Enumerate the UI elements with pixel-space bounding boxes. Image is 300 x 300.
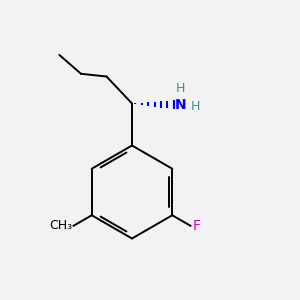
Text: H: H [191, 100, 200, 113]
Text: H: H [176, 82, 185, 95]
Text: CH₃: CH₃ [49, 219, 72, 232]
Text: N: N [175, 98, 186, 112]
Text: F: F [193, 219, 201, 233]
